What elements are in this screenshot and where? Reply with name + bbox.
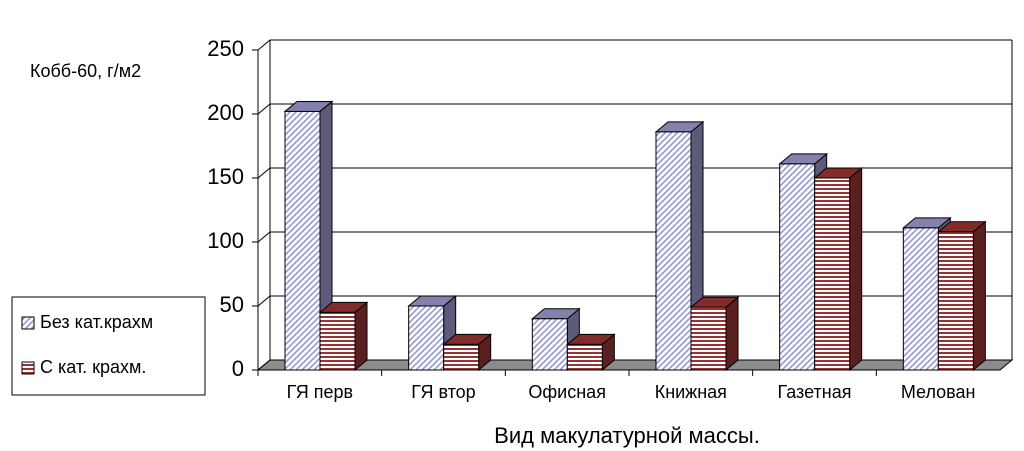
y-tick-label: 100 [207, 228, 244, 253]
bar [565, 333, 616, 372]
bar [318, 301, 369, 372]
bar-front [566, 343, 603, 371]
bar-front [779, 163, 816, 371]
x-tick-label: Газетная [778, 382, 852, 402]
x-tick-label: ГЯ перв [287, 382, 353, 402]
legend-swatch [21, 316, 35, 330]
bar-front [902, 227, 939, 371]
y-tick-label: 200 [207, 100, 244, 125]
y-tick-label: 50 [220, 292, 244, 317]
y-tick-label: 0 [232, 356, 244, 381]
bar-side [725, 296, 739, 372]
grid-diagonal [257, 231, 271, 243]
legend-label: С кат. крахм. [40, 357, 146, 377]
bar-front [690, 306, 727, 371]
bar-front [319, 311, 356, 371]
y-tick-label: 150 [207, 164, 244, 189]
bar-front [937, 231, 974, 371]
bar [936, 220, 987, 372]
y-axis-label: Кобб-60, г/м2 [30, 61, 141, 81]
grid-diagonal [257, 167, 271, 179]
bar-front [443, 343, 480, 371]
x-tick-label: ГЯ втор [411, 382, 475, 402]
bar [283, 100, 334, 372]
floor [256, 359, 1014, 371]
bar-front [284, 110, 321, 371]
grid-diagonal [257, 295, 271, 307]
bar [813, 166, 864, 372]
x-tick-label: Книжная [655, 382, 727, 402]
grid-diagonal [257, 103, 271, 115]
bar-front [531, 318, 568, 371]
x-tick-label: Мелован [901, 382, 976, 402]
bar [689, 296, 740, 372]
x-tick-label: Офисная [528, 382, 606, 402]
grid-diagonal [257, 359, 271, 371]
legend-swatch [21, 361, 35, 375]
bar [442, 333, 493, 372]
grid-diagonal [257, 39, 271, 51]
legend-box [11, 296, 206, 396]
bar-side [354, 301, 368, 372]
bar-side [849, 166, 863, 372]
bar-front [408, 305, 445, 371]
legend-label: Без кат.крахм [40, 312, 153, 332]
bar-side [972, 220, 986, 372]
y-tick-label: 250 [207, 36, 244, 61]
bar-front [655, 131, 692, 371]
bar-front [814, 177, 851, 371]
bar [407, 294, 458, 372]
x-axis-label: Вид макулатурной массы. [494, 423, 760, 448]
